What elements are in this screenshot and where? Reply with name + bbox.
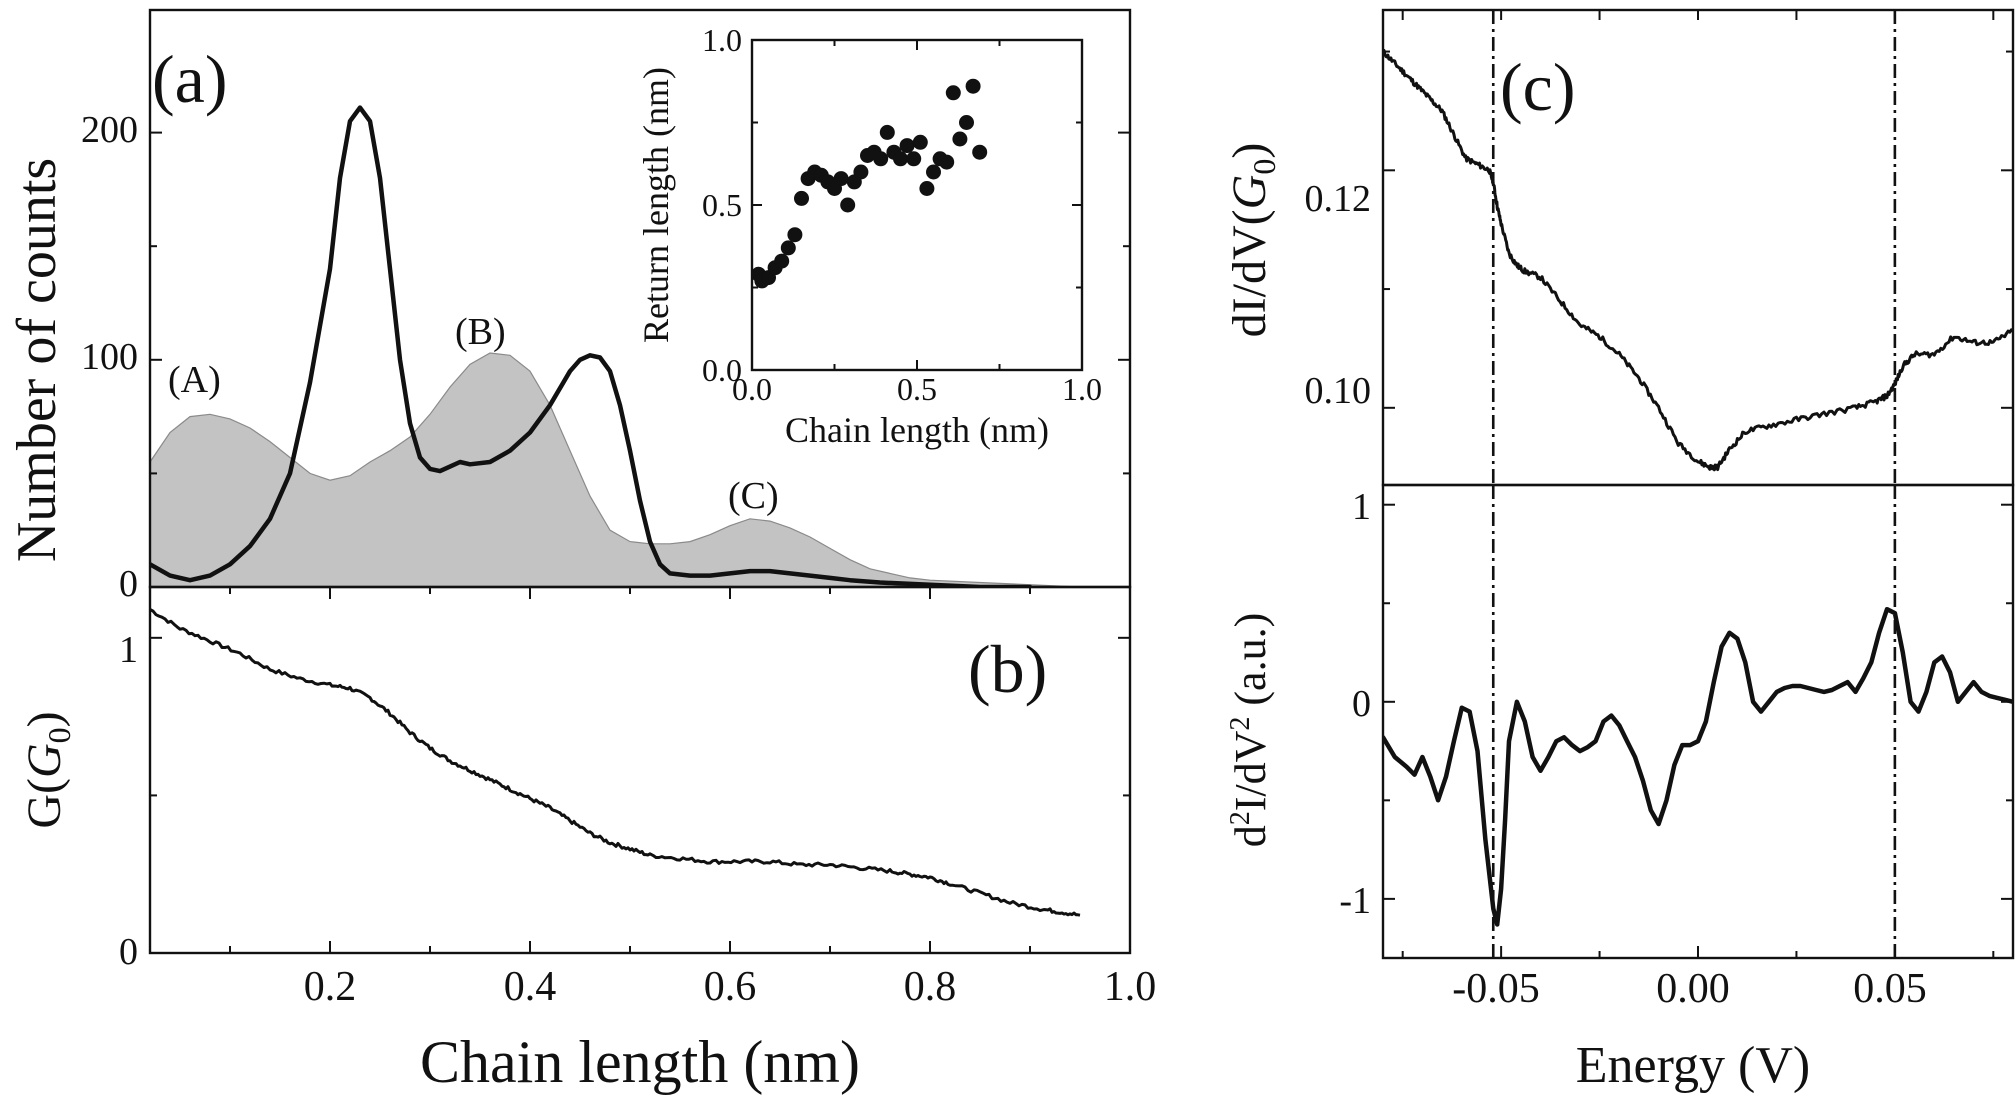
inset-point	[972, 144, 988, 160]
inset-xtick-2: 1.0	[1062, 371, 1102, 407]
b-ytick-0: 0	[119, 931, 138, 973]
panel-b-label: (b)	[968, 631, 1047, 707]
b-xtick-3: 0.8	[904, 964, 957, 1010]
inset-point	[774, 253, 790, 269]
inset-point	[853, 164, 869, 180]
peak-label-b: (B)	[455, 311, 506, 353]
b-ylabel: G(G0)	[18, 711, 77, 828]
inset-dots	[751, 78, 988, 289]
inset-point	[906, 151, 922, 167]
inset-point	[794, 190, 809, 206]
inset-point	[939, 154, 955, 170]
inset-point	[919, 181, 935, 196]
cb-xlabel: Energy (V)	[1576, 1037, 1810, 1094]
inset-xtick-0: 0.0	[732, 371, 772, 407]
inset-point	[787, 227, 803, 243]
inset-point	[833, 171, 849, 187]
inset-ytick-2: 1.0	[702, 22, 742, 58]
a-ytick-200: 200	[81, 109, 138, 151]
inset-ticks	[751, 39, 1083, 371]
b-xtick-4: 1.0	[1104, 964, 1157, 1010]
inset-point	[965, 78, 981, 94]
ct-ytick-010: 0.10	[1305, 370, 1372, 412]
didv-trace	[1383, 48, 2013, 472]
histogram-black-curve	[150, 105, 1033, 587]
cb-ylabel: d2I/dV2 (a.u.)	[1225, 613, 1275, 848]
inset-point	[945, 85, 961, 101]
inset-ytick-1: 0.5	[702, 187, 742, 223]
inset-point	[899, 138, 915, 154]
a-ytick-100: 100	[81, 336, 138, 378]
inset-point	[912, 134, 928, 150]
cb-xtick-0: -0.05	[1452, 966, 1540, 1012]
d2idv2-trace	[1383, 606, 2013, 927]
inset-xtick-1: 0.5	[897, 371, 937, 407]
histogram-gray-area	[150, 352, 1081, 587]
inset-xlabel: Chain length (nm)	[785, 410, 1049, 450]
panel-c-bottom: 1 0 -1 -0.05 0.00 0.05 Energy (V) d2I/dV…	[1225, 483, 2015, 1094]
panel-c-bottom-ticks	[1383, 503, 2013, 958]
b-xtick-0: 0.2	[304, 964, 357, 1010]
b-xtick-2: 0.6	[704, 964, 757, 1010]
panel-b-frame	[148, 585, 1132, 955]
panel-a: 0 100 200 Number of counts (a) (A) (B) (…	[6, 8, 1132, 605]
inset-ytick-0: 0.0	[702, 352, 742, 388]
peak-label-c: (C)	[728, 475, 779, 517]
peak-label-a: (A)	[168, 359, 221, 401]
panel-c-bottom-frame	[1381, 483, 2015, 960]
panel-b-ticks	[150, 587, 1131, 954]
inset-point	[926, 164, 941, 180]
ct-ylabel: dI/dV(G0)	[1223, 143, 1282, 338]
inset-point	[879, 124, 895, 140]
inset-ylabel: Return length (nm)	[636, 67, 676, 343]
inset-background	[752, 40, 1082, 370]
panel-c-label: (c)	[1500, 49, 1575, 125]
inset-point	[959, 115, 974, 130]
conductance-trace	[150, 608, 1081, 917]
panel-c-top-frame	[1381, 8, 2015, 487]
cb-xtick-2: 0.05	[1853, 966, 1927, 1012]
panel-c-top-ticks	[1383, 10, 2013, 409]
cb-ytick-1: 1	[1352, 486, 1371, 528]
panel-a-label: (a)	[152, 41, 227, 117]
b-xtick-1: 0.4	[504, 964, 557, 1010]
panel-c-top: 0.12 0.10 dI/dV(G0) (c)	[1223, 8, 2015, 487]
inset-point	[893, 151, 908, 167]
inset-point	[952, 131, 968, 147]
panel-b: 1 0 0.2 0.4 0.6 0.8 1.0 Chain length (nm…	[18, 585, 1157, 1095]
inset-point	[780, 240, 796, 256]
cb-ytick-m1: -1	[1339, 880, 1371, 922]
inset-point	[840, 197, 856, 213]
cb-xtick-1: 0.00	[1656, 966, 1730, 1012]
ct-ytick-012: 0.12	[1305, 178, 1372, 220]
cb-ytick-0: 0	[1352, 683, 1371, 725]
inset-point	[873, 151, 889, 167]
b-xlabel: Chain length (nm)	[420, 1029, 860, 1095]
a-ytick-0: 0	[119, 563, 138, 605]
inset-scatter: 0.0 0.5 1.0 0.0 0.5 1.0 Chain length (nm…	[636, 22, 1102, 450]
b-ytick-1: 1	[119, 629, 138, 671]
a-ylabel: Number of counts	[6, 158, 68, 562]
